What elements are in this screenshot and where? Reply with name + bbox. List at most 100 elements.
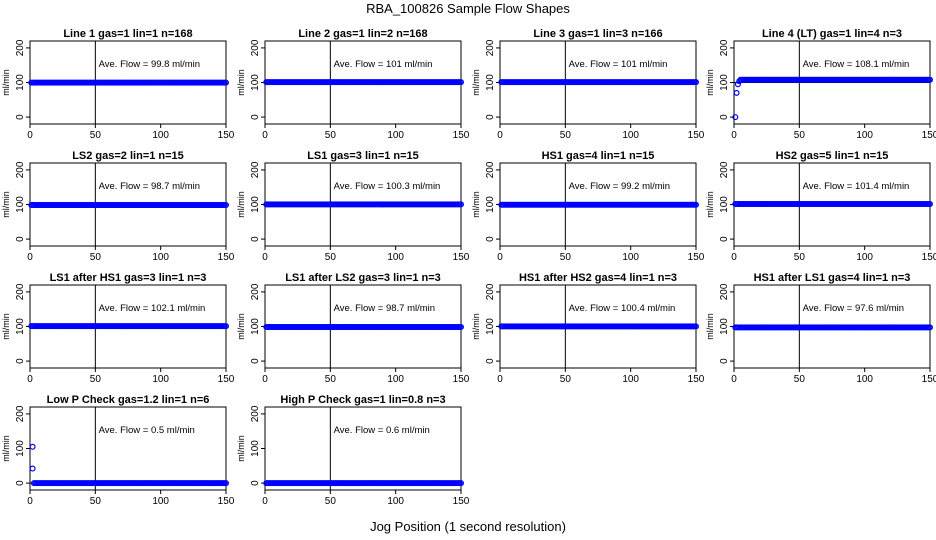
chart-panel: LS2 gas=2 lin=1 n=15 0 50 100 150 0 100 200 ml/m… bbox=[1, 150, 235, 263]
y-tick-label: 100 bbox=[719, 196, 730, 213]
x-tick-label: 0 bbox=[27, 130, 33, 141]
data-point bbox=[223, 480, 230, 487]
panel-title: HS1 gas=4 lin=1 n=15 bbox=[542, 150, 655, 162]
y-tick-label: 100 bbox=[485, 196, 496, 213]
y-tick-label: 0 bbox=[250, 358, 261, 364]
x-tick-label: 50 bbox=[560, 252, 572, 263]
average-flow-annotation: Ave. Flow = 100.3 ml/min bbox=[334, 181, 441, 192]
average-flow-annotation: Ave. Flow = 101.4 ml/min bbox=[803, 181, 910, 192]
panel-title: HS2 gas=5 lin=1 n=15 bbox=[776, 150, 889, 162]
y-axis-label: ml/min bbox=[705, 191, 715, 218]
x-tick-label: 0 bbox=[262, 130, 268, 141]
x-tick-label: 150 bbox=[688, 130, 705, 141]
data-series bbox=[498, 323, 699, 330]
chart-panel: HS1 after LS1 gas=4 lin=1 n=3 0 50 100 150 0 1… bbox=[705, 272, 936, 385]
x-tick-label: 100 bbox=[856, 374, 873, 385]
x-tick-label: 100 bbox=[152, 130, 169, 141]
x-tick-label: 100 bbox=[387, 130, 404, 141]
x-tick-label: 0 bbox=[262, 496, 268, 507]
y-tick-label: 100 bbox=[250, 440, 261, 457]
y-tick-label: 200 bbox=[250, 405, 261, 422]
y-tick-label: 100 bbox=[15, 74, 26, 91]
y-axis-label: ml/min bbox=[471, 191, 481, 218]
average-flow-annotation: Ave. Flow = 102.1 ml/min bbox=[99, 303, 206, 314]
chart-panel: High P Check gas=1 lin=0.8 n=3 0 50 100 150 0… bbox=[236, 394, 470, 507]
data-point bbox=[29, 465, 36, 472]
y-tick-label: 100 bbox=[250, 74, 261, 91]
y-tick-label: 200 bbox=[250, 283, 261, 300]
y-axis-label: ml/min bbox=[236, 435, 246, 462]
x-tick-label: 0 bbox=[497, 252, 503, 263]
data-point bbox=[692, 201, 699, 208]
y-axis-label: ml/min bbox=[471, 313, 481, 340]
average-flow-annotation: Ave. Flow = 0.5 ml/min bbox=[99, 425, 195, 436]
y-tick-label: 0 bbox=[485, 358, 496, 364]
chart-panel: Line 1 gas=1 lin=1 n=168 0 50 100 150 0 100 200… bbox=[1, 28, 235, 141]
y-tick-label: 0 bbox=[719, 236, 730, 242]
average-flow-annotation: Ave. Flow = 98.7 ml/min bbox=[334, 303, 435, 314]
x-tick-label: 150 bbox=[922, 130, 936, 141]
data-point bbox=[732, 114, 739, 121]
chart-panel: HS1 gas=4 lin=1 n=15 0 50 100 150 0 100 200 ml/m… bbox=[471, 150, 705, 263]
x-tick-label: 50 bbox=[560, 130, 572, 141]
x-tick-label: 150 bbox=[453, 130, 470, 141]
x-tick-label: 0 bbox=[27, 374, 33, 385]
data-series bbox=[263, 79, 465, 86]
x-tick-label: 150 bbox=[688, 252, 705, 263]
average-flow-annotation: Ave. Flow = 97.6 ml/min bbox=[803, 303, 904, 314]
y-tick-label: 0 bbox=[485, 236, 496, 242]
chart-panel: LS1 after HS1 gas=3 lin=1 n=3 0 50 100 150 0 1… bbox=[1, 272, 235, 385]
y-tick-label: 0 bbox=[719, 358, 730, 364]
x-tick-label: 100 bbox=[152, 496, 169, 507]
y-axis-label: ml/min bbox=[705, 313, 715, 340]
average-flow-annotation: Ave. Flow = 100.4 ml/min bbox=[569, 303, 676, 314]
y-tick-label: 200 bbox=[719, 283, 730, 300]
x-tick-label: 100 bbox=[622, 374, 639, 385]
y-tick-label: 100 bbox=[485, 318, 496, 335]
x-tick-label: 150 bbox=[688, 374, 705, 385]
y-tick-label: 100 bbox=[485, 74, 496, 91]
data-series bbox=[28, 79, 230, 86]
x-tick-label: 150 bbox=[453, 496, 470, 507]
y-tick-label: 200 bbox=[485, 161, 496, 178]
x-tick-label: 150 bbox=[218, 130, 235, 141]
x-tick-label: 0 bbox=[262, 374, 268, 385]
x-tick-label: 50 bbox=[325, 252, 337, 263]
data-point bbox=[458, 480, 465, 487]
data-series bbox=[732, 76, 933, 121]
x-tick-label: 50 bbox=[90, 374, 102, 385]
panel-title: High P Check gas=1 lin=0.8 n=3 bbox=[280, 394, 445, 406]
data-series bbox=[732, 324, 933, 331]
y-axis-label: ml/min bbox=[236, 69, 246, 96]
y-tick-label: 0 bbox=[485, 114, 496, 120]
chart-panel: Line 3 gas=1 lin=3 n=166 0 50 100 150 0 100 200… bbox=[471, 28, 705, 141]
data-point bbox=[223, 79, 230, 86]
x-tick-label: 150 bbox=[453, 252, 470, 263]
panel-title: LS1 after HS1 gas=3 lin=1 n=3 bbox=[50, 272, 207, 284]
y-tick-label: 100 bbox=[15, 440, 26, 457]
average-flow-annotation: Ave. Flow = 101 ml/min bbox=[334, 59, 433, 70]
x-tick-label: 50 bbox=[794, 252, 806, 263]
y-axis-label: ml/min bbox=[1, 191, 11, 218]
data-point bbox=[29, 443, 36, 450]
chart-panel: LS1 gas=3 lin=1 n=15 0 50 100 150 0 100 200 ml/m… bbox=[236, 150, 470, 263]
data-point bbox=[692, 323, 699, 330]
y-tick-label: 0 bbox=[15, 236, 26, 242]
x-tick-label: 0 bbox=[731, 252, 737, 263]
y-tick-label: 100 bbox=[719, 74, 730, 91]
average-flow-annotation: Ave. Flow = 0.6 ml/min bbox=[334, 425, 430, 436]
plot-frame bbox=[29, 406, 227, 491]
average-flow-annotation: Ave. Flow = 99.2 ml/min bbox=[569, 181, 670, 192]
data-point bbox=[926, 201, 933, 208]
y-tick-label: 0 bbox=[15, 114, 26, 120]
data-point bbox=[733, 89, 740, 96]
chart-panel: HS1 after HS2 gas=4 lin=1 n=3 0 50 100 150 0 1… bbox=[471, 272, 705, 385]
data-series bbox=[732, 201, 933, 208]
x-tick-label: 50 bbox=[560, 374, 572, 385]
data-series bbox=[498, 201, 699, 208]
x-tick-label: 0 bbox=[731, 374, 737, 385]
y-tick-label: 100 bbox=[15, 318, 26, 335]
x-tick-label: 50 bbox=[794, 374, 806, 385]
x-tick-label: 50 bbox=[325, 374, 337, 385]
x-tick-label: 50 bbox=[90, 496, 102, 507]
